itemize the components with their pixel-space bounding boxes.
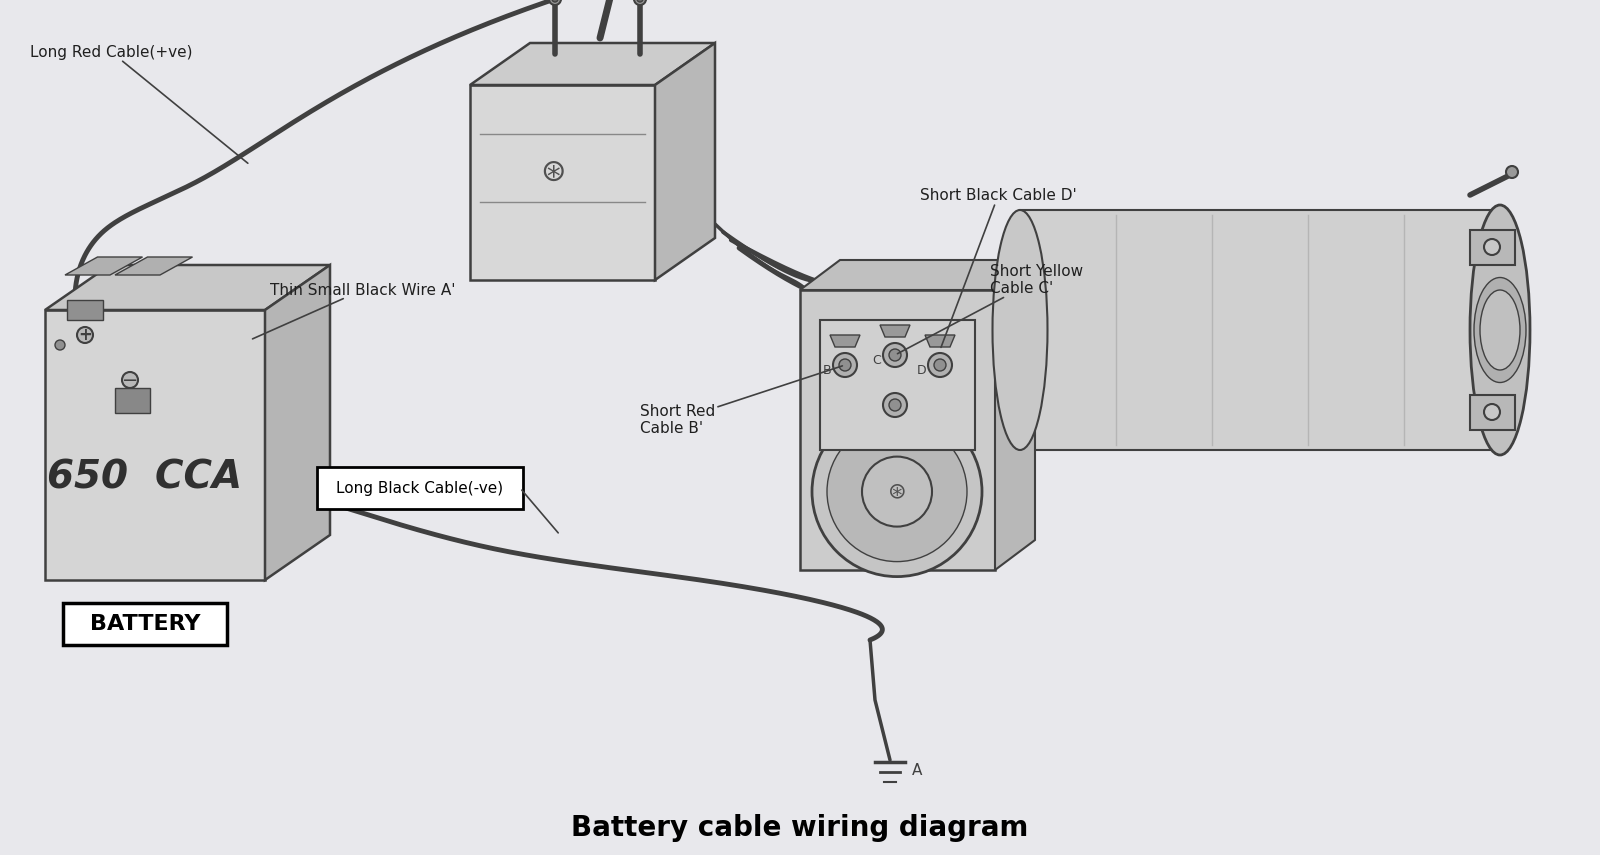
Text: B: B	[822, 363, 832, 376]
Polygon shape	[819, 320, 974, 450]
Text: +: +	[78, 326, 91, 344]
Ellipse shape	[1474, 278, 1526, 382]
Polygon shape	[1470, 395, 1515, 430]
Circle shape	[552, 0, 558, 2]
Text: Battery cable wiring diagram: Battery cable wiring diagram	[571, 814, 1029, 842]
Text: ⊛: ⊛	[541, 158, 566, 187]
Circle shape	[883, 343, 907, 367]
Ellipse shape	[1470, 205, 1530, 455]
Text: −: −	[122, 370, 138, 390]
Circle shape	[122, 372, 138, 388]
Text: C: C	[872, 353, 882, 367]
Text: BATTERY: BATTERY	[90, 614, 200, 634]
Polygon shape	[1021, 210, 1501, 450]
Polygon shape	[470, 85, 654, 280]
Polygon shape	[470, 43, 715, 85]
Circle shape	[1506, 166, 1518, 178]
Text: ⊛: ⊛	[888, 481, 906, 502]
Circle shape	[883, 393, 907, 417]
Polygon shape	[800, 260, 1035, 290]
Polygon shape	[654, 43, 715, 280]
Polygon shape	[800, 290, 995, 570]
Polygon shape	[266, 265, 330, 580]
Text: 650  CCA: 650 CCA	[48, 458, 243, 497]
Circle shape	[834, 353, 858, 377]
Circle shape	[634, 0, 646, 5]
FancyBboxPatch shape	[317, 467, 523, 509]
Circle shape	[54, 340, 66, 350]
Circle shape	[549, 0, 562, 5]
Circle shape	[928, 353, 952, 377]
Text: Long Red Cable(+ve): Long Red Cable(+ve)	[30, 44, 248, 163]
Polygon shape	[880, 325, 910, 337]
Polygon shape	[67, 300, 102, 320]
Circle shape	[637, 0, 643, 2]
Ellipse shape	[992, 210, 1048, 450]
Polygon shape	[1470, 230, 1515, 265]
Text: D: D	[917, 363, 926, 376]
Polygon shape	[115, 257, 192, 275]
Text: Short Red
Cable B': Short Red Cable B'	[640, 366, 842, 436]
Text: Long Black Cable(-ve): Long Black Cable(-ve)	[336, 481, 504, 496]
Circle shape	[862, 457, 931, 527]
Polygon shape	[115, 388, 150, 413]
Polygon shape	[45, 310, 266, 580]
Circle shape	[890, 399, 901, 411]
Circle shape	[934, 359, 946, 371]
Circle shape	[838, 359, 851, 371]
Text: Short Black Cable D': Short Black Cable D'	[920, 187, 1077, 347]
Circle shape	[813, 407, 982, 576]
Text: A: A	[912, 763, 922, 777]
FancyBboxPatch shape	[62, 603, 227, 645]
Polygon shape	[45, 265, 330, 310]
Text: Short Yellow
Cable C': Short Yellow Cable C'	[898, 264, 1083, 354]
Circle shape	[827, 422, 966, 562]
Circle shape	[77, 327, 93, 343]
Circle shape	[1485, 239, 1501, 255]
Text: Thin Small Black Wire A': Thin Small Black Wire A'	[253, 282, 456, 339]
Polygon shape	[830, 335, 861, 347]
Polygon shape	[925, 335, 955, 347]
Circle shape	[890, 349, 901, 361]
Polygon shape	[995, 260, 1035, 570]
Polygon shape	[66, 257, 142, 275]
Circle shape	[1485, 404, 1501, 420]
Ellipse shape	[1480, 290, 1520, 370]
